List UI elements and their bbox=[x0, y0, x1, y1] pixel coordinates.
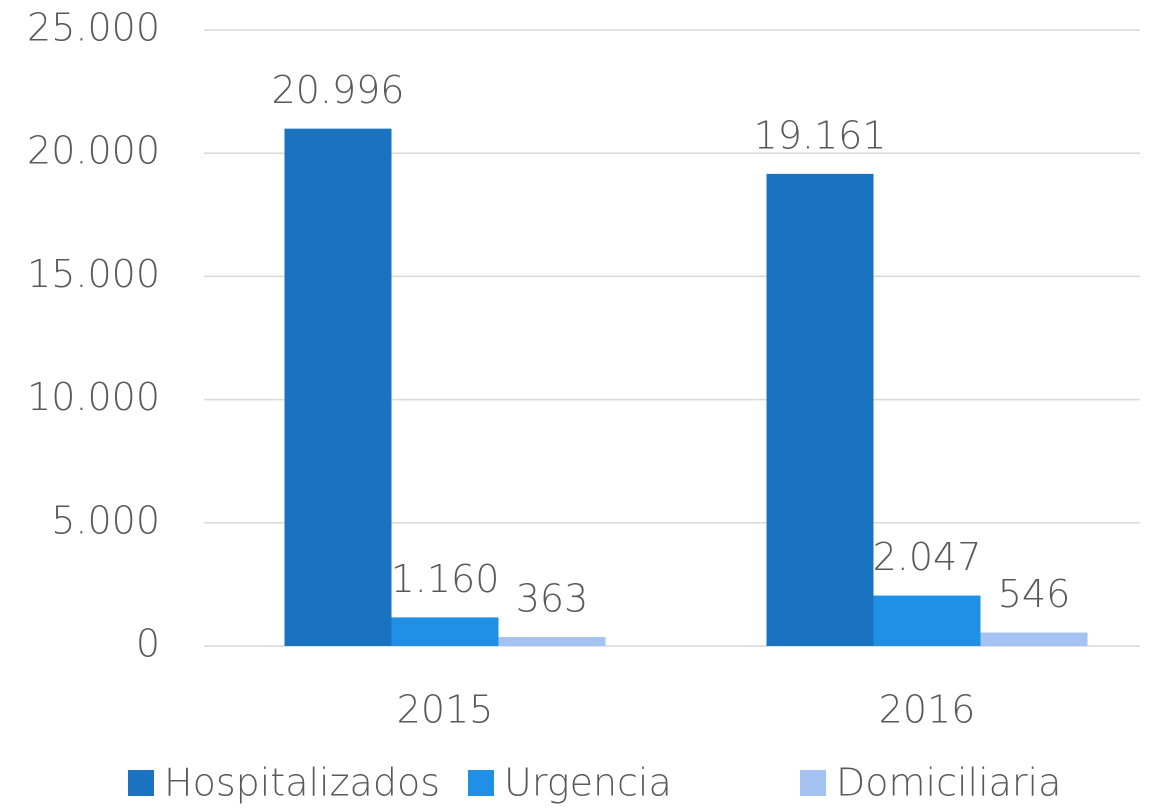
legend-label: Hospitalizados bbox=[164, 761, 440, 805]
y-tick-label: 10.000 bbox=[27, 375, 160, 419]
data-label: 546 bbox=[998, 572, 1071, 616]
legend-swatch bbox=[800, 770, 826, 796]
bar bbox=[873, 595, 981, 646]
y-tick-label: 0 bbox=[136, 622, 160, 666]
y-tick-label: 25.000 bbox=[27, 6, 160, 50]
bar bbox=[284, 128, 392, 646]
legend-swatch bbox=[468, 770, 494, 796]
data-label: 1.160 bbox=[391, 557, 500, 601]
legend-swatch bbox=[128, 770, 154, 796]
y-tick-label: 20.000 bbox=[27, 129, 160, 173]
y-tick-label: 5.000 bbox=[51, 498, 160, 542]
legend-label: Urgencia bbox=[504, 761, 672, 805]
bar bbox=[498, 637, 606, 646]
x-tick-label: 2015 bbox=[397, 688, 494, 732]
data-label: 2.047 bbox=[873, 535, 982, 579]
legend-label: Domiciliaria bbox=[836, 761, 1061, 805]
data-label: 19.161 bbox=[754, 113, 887, 157]
x-tick-label: 2016 bbox=[879, 688, 976, 732]
y-tick-label: 15.000 bbox=[27, 252, 160, 296]
bar bbox=[391, 617, 499, 646]
bar bbox=[980, 632, 1088, 646]
bar bbox=[766, 173, 874, 646]
data-label: 20.996 bbox=[272, 68, 405, 112]
data-label: 363 bbox=[516, 577, 589, 621]
